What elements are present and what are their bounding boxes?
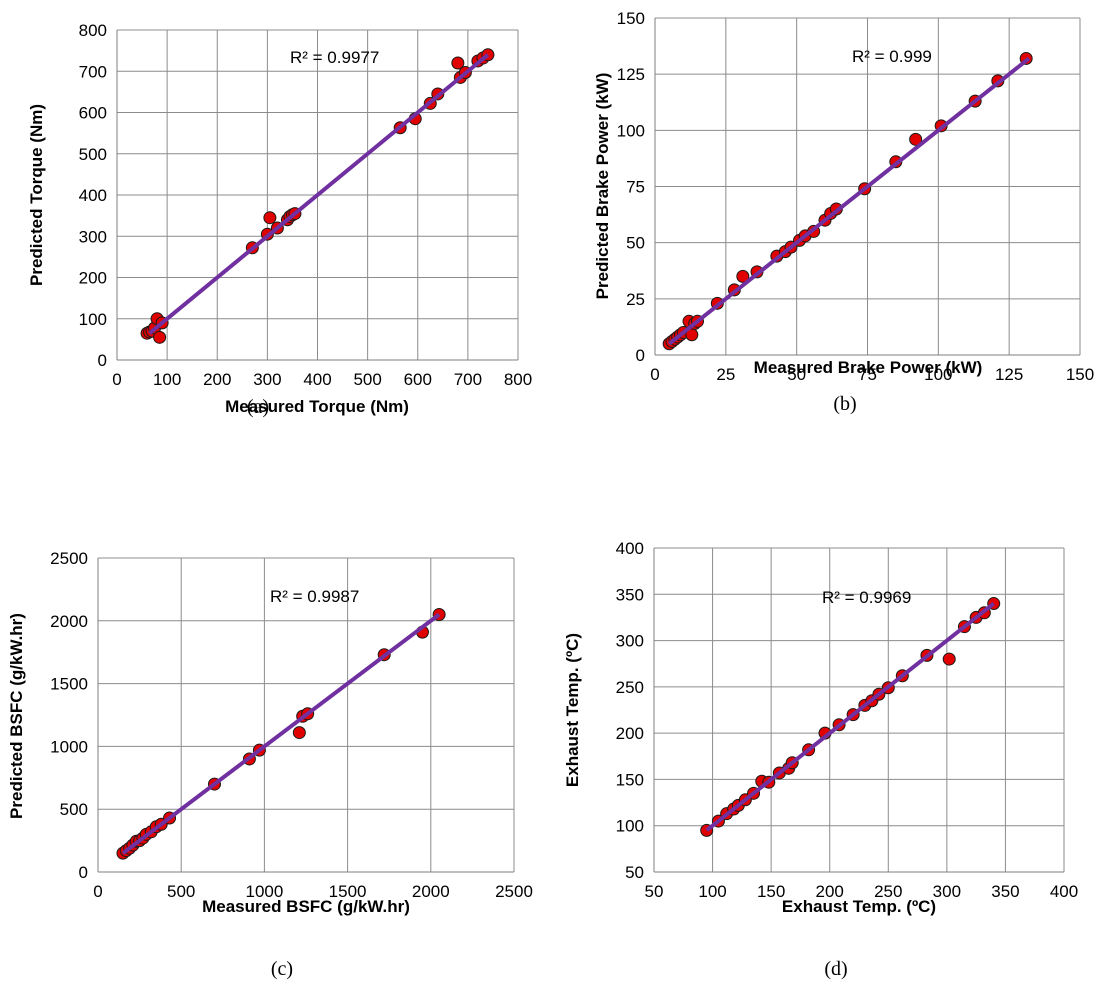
data-point [292, 726, 306, 740]
y-tick-label: 100 [617, 121, 645, 140]
y-tick-label: 300 [79, 227, 107, 246]
x-tick-label: 100 [924, 365, 952, 384]
x-tick-label: 50 [645, 882, 664, 901]
x-tick-label: 150 [1066, 365, 1094, 384]
y-tick-label: 2000 [50, 612, 88, 631]
x-tick-label: 100 [698, 882, 726, 901]
y-tick-label: 300 [616, 632, 644, 651]
x-axis-label: Measured BSFC (g/kW.hr) [202, 897, 410, 916]
x-tick-label: 400 [303, 370, 331, 389]
y-tick-label: 800 [79, 21, 107, 40]
panel-caption: (c) [271, 958, 293, 980]
x-tick-label: 75 [858, 365, 877, 384]
panel-caption: (b) [833, 393, 856, 415]
x-tick-label: 600 [404, 370, 432, 389]
y-tick-label: 50 [626, 234, 645, 253]
x-tick-label: 1500 [329, 882, 367, 901]
x-tick-label: 800 [504, 370, 532, 389]
x-tick-label: 300 [253, 370, 281, 389]
y-tick-label: 50 [625, 863, 644, 882]
y-tick-label: 600 [79, 104, 107, 123]
x-tick-label: 200 [203, 370, 231, 389]
x-tick-label: 0 [112, 370, 121, 389]
data-point [263, 211, 277, 225]
r-squared-label: R² = 0.9969 [822, 588, 911, 607]
y-tick-label: 2500 [50, 549, 88, 568]
x-tick-label: 1000 [245, 882, 283, 901]
r-squared-label: R² = 0.999 [852, 47, 932, 66]
chart-panel-3: 0 500 1000 1500 2000 2500 0 500 1000 1500 2000 2500… [7, 549, 533, 980]
y-tick-label: 100 [616, 817, 644, 836]
y-tick-label: 1500 [50, 675, 88, 694]
y-tick-label: 100 [79, 310, 107, 329]
y-tick-label: 500 [79, 145, 107, 164]
x-tick-label: 0 [93, 882, 102, 901]
trendline [148, 53, 490, 335]
x-tick-label: 400 [1050, 882, 1078, 901]
y-tick-label: 0 [79, 863, 88, 882]
y-tick-label: 150 [617, 9, 645, 28]
chart-panel-4: 50 100 150 200 250 300 350 400 50 100 150 200 250 300… [563, 539, 1078, 980]
trendline [667, 56, 1031, 346]
y-tick-label: 350 [616, 585, 644, 604]
y-tick-label: 150 [616, 770, 644, 789]
y-tick-label: 700 [79, 62, 107, 81]
r-squared-label: R² = 0.9987 [270, 587, 359, 606]
r-squared-label: R² = 0.9977 [290, 48, 379, 67]
y-tick-label: 400 [616, 539, 644, 558]
y-axis-label: Predicted BSFC (g/kW.hr) [7, 613, 26, 819]
x-tick-label: 150 [757, 882, 785, 901]
x-tick-label: 350 [991, 882, 1019, 901]
y-tick-label: 1000 [50, 737, 88, 756]
x-axis-label: Measured Brake Power (kW) [754, 358, 983, 377]
panel-caption: (d) [824, 958, 847, 980]
x-tick-label: 2500 [495, 882, 533, 901]
y-axis-label: Predicted Torque (Nm) [27, 104, 46, 286]
x-tick-label: 500 [353, 370, 381, 389]
x-axis-label: Measured Torque (Nm) [225, 397, 409, 416]
x-tick-label: 250 [874, 882, 902, 901]
chart-panel-1: 0 100 200 300 400 500 600 700 800 0 100 200 300 400 50… [27, 21, 532, 418]
y-tick-label: 400 [79, 186, 107, 205]
y-tick-label: 0 [636, 346, 645, 365]
data-point [451, 56, 465, 70]
x-tick-label: 100 [153, 370, 181, 389]
y-tick-label: 200 [79, 269, 107, 288]
y-tick-label: 0 [98, 351, 107, 370]
data-point [942, 652, 956, 666]
data-point [909, 132, 923, 146]
x-tick-label: 2000 [412, 882, 450, 901]
y-tick-label: 125 [617, 65, 645, 84]
x-tick-label: 700 [454, 370, 482, 389]
x-axis-label: Exhaust Temp. (ºC) [782, 897, 936, 916]
y-tick-label: 250 [616, 678, 644, 697]
y-tick-label: 500 [60, 800, 88, 819]
chart-panel-2: 0 25 50 75 100 125 150 0 25 50 75 100 125 150 R² = 0.9… [593, 9, 1094, 415]
x-tick-label: 500 [167, 882, 195, 901]
x-tick-label: 25 [716, 365, 735, 384]
y-tick-label: 25 [626, 290, 645, 309]
x-tick-label: 125 [995, 365, 1023, 384]
y-tick-label: 200 [616, 724, 644, 743]
trendline [705, 601, 995, 832]
y-axis-label: Exhaust Temp. (ºC) [563, 633, 582, 787]
x-tick-label: 0 [650, 365, 659, 384]
x-tick-label: 50 [787, 365, 806, 384]
trendline [121, 612, 441, 855]
x-tick-label: 300 [933, 882, 961, 901]
x-tick-label: 200 [816, 882, 844, 901]
y-tick-label: 75 [626, 178, 645, 197]
data-point [153, 330, 167, 344]
y-axis-label: Predicted Brake Power (kW) [593, 73, 612, 300]
panel-caption: (a) [247, 396, 269, 418]
data-point [736, 269, 750, 283]
